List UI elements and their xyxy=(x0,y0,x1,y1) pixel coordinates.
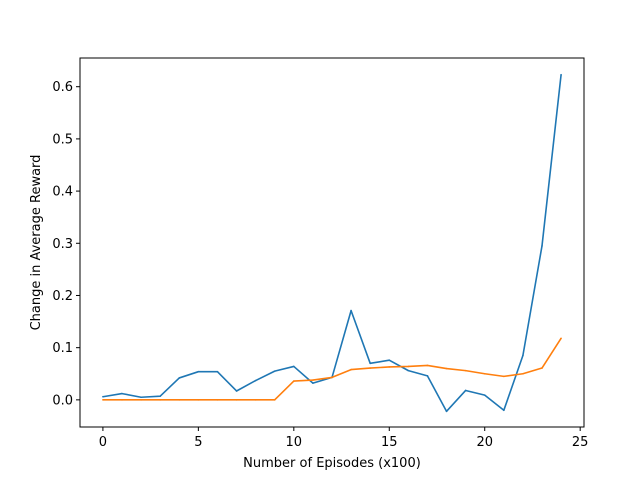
series-2-point xyxy=(503,375,505,378)
y-tick-label: 0.5 xyxy=(52,132,73,147)
y-tick-label: 0.2 xyxy=(52,289,73,304)
series-1-point xyxy=(407,369,410,372)
x-tick-label: 20 xyxy=(476,435,493,450)
series-2-point xyxy=(541,367,543,369)
x-tick-label: 15 xyxy=(381,435,398,450)
series-2-point xyxy=(445,367,448,370)
series-1-point xyxy=(273,370,276,372)
series-1-line xyxy=(102,74,562,413)
series-2-point xyxy=(407,365,410,368)
series-2-point xyxy=(350,368,352,371)
series-2-point xyxy=(388,366,391,368)
series-1-point xyxy=(541,245,543,247)
series-1-point xyxy=(369,362,371,365)
series-1-point xyxy=(102,395,104,398)
series-2-point xyxy=(102,399,104,401)
series-1-point xyxy=(312,382,314,384)
series-1-point xyxy=(140,396,142,399)
series-1-point xyxy=(235,390,238,392)
series-2-point xyxy=(235,399,238,401)
series-2-point xyxy=(293,380,295,382)
x-tick-label: 5 xyxy=(194,435,202,450)
series-2-line xyxy=(102,337,562,401)
y-tick-label: 0.3 xyxy=(52,237,73,252)
plot-frame xyxy=(79,57,585,428)
series-1-point xyxy=(445,410,448,413)
series-1-point xyxy=(121,392,123,395)
series-1-point xyxy=(560,73,562,76)
series-2-point xyxy=(197,399,200,401)
series-1-point xyxy=(159,395,161,398)
series-1-point xyxy=(197,370,200,373)
series-2-point xyxy=(121,399,123,401)
series-2 xyxy=(102,337,562,401)
series-1-point xyxy=(350,309,352,312)
series-1-point xyxy=(293,365,295,368)
y-tick-label: 0.6 xyxy=(52,80,73,95)
series-2-point xyxy=(254,399,257,401)
y-tick-label: 0.4 xyxy=(52,185,73,200)
y-axis-ticks: 0.0 0.1 0.2 0.3 0.4 0.5 0.6 xyxy=(52,80,80,408)
series-1-point xyxy=(483,394,486,396)
series-2-point xyxy=(140,399,142,401)
series-2-point xyxy=(369,367,371,369)
series-1-point xyxy=(522,354,524,357)
y-tick-label: 0.0 xyxy=(52,393,73,408)
series-2-point xyxy=(483,372,486,375)
series-2-point xyxy=(312,379,314,381)
x-tick-label: 10 xyxy=(286,435,303,450)
series-1-point xyxy=(503,409,505,412)
series-1 xyxy=(102,73,562,413)
series-1-point xyxy=(216,370,219,373)
series-1-point xyxy=(388,359,391,361)
x-tick-label: 0 xyxy=(99,435,107,450)
y-axis-label: Change in Average Reward xyxy=(29,155,44,331)
series-2-point xyxy=(560,337,562,340)
y-tick-label: 0.1 xyxy=(52,341,73,356)
series-2-point xyxy=(273,399,276,401)
x-tick-label: 25 xyxy=(572,435,589,450)
x-axis-ticks: 0 5 10 15 20 25 xyxy=(99,427,589,450)
series-2-point xyxy=(522,372,524,375)
series-1-point xyxy=(178,377,181,379)
series-1-point xyxy=(464,389,467,392)
series-2-point xyxy=(331,376,333,379)
series-2-point xyxy=(178,399,181,401)
series-2-point xyxy=(159,399,161,401)
series-layer xyxy=(102,73,562,413)
series-1-point xyxy=(254,379,257,382)
series-2-point xyxy=(426,364,429,367)
x-axis-label: Number of Episodes (x100) xyxy=(243,456,421,471)
series-2-point xyxy=(216,399,219,401)
series-2-point xyxy=(464,369,467,372)
series-1-point xyxy=(426,375,429,377)
